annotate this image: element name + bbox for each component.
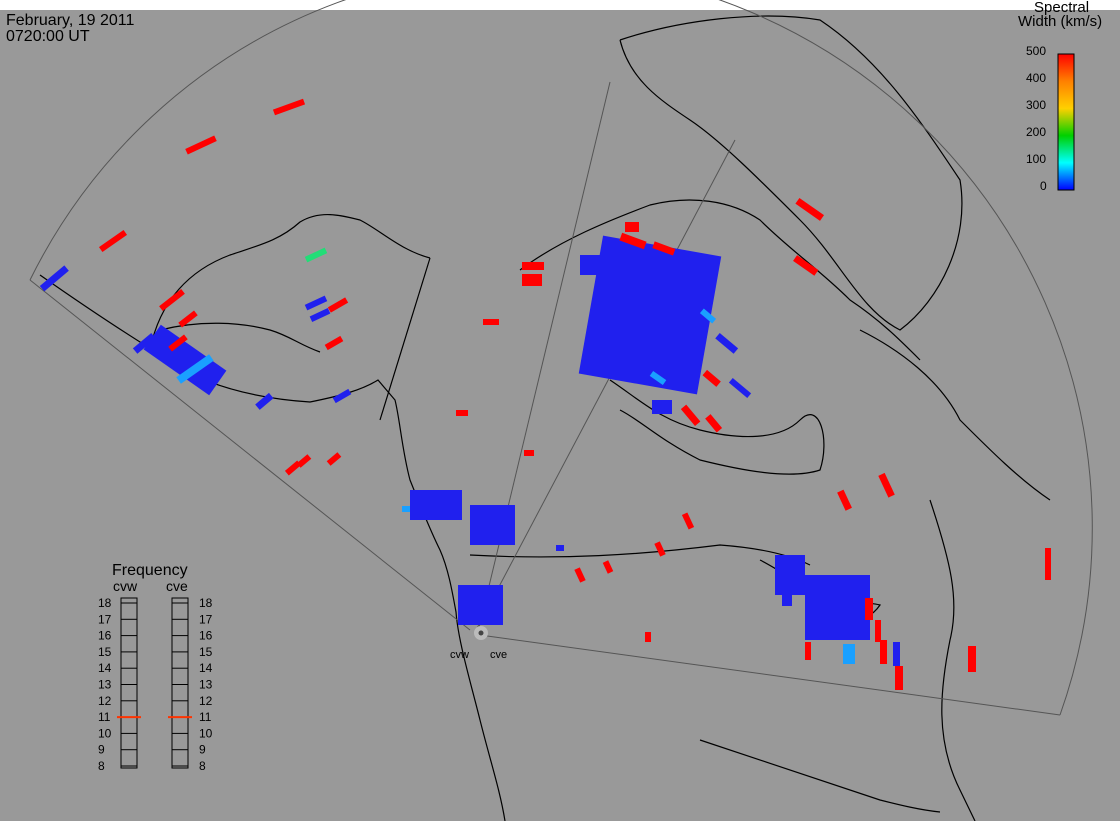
freq-scale-label-right: 17	[199, 612, 213, 626]
colorbar-title-1: Spectral	[1034, 0, 1089, 16]
echo-alaska-cyan	[176, 354, 214, 384]
fov-west-boundary	[29, 279, 471, 631]
freq-scale-label-left: 8	[98, 759, 105, 773]
echo-cluster-arctic	[578, 235, 722, 395]
gulf-coast	[699, 739, 941, 813]
red-echoes	[98, 98, 1051, 690]
radar-label-west: cvw	[450, 649, 469, 661]
freq-scale-label-right: 10	[199, 726, 213, 740]
radar-site: cvw cve	[450, 626, 507, 661]
cyan-echoes	[402, 308, 855, 664]
echo-blue-far-west	[39, 265, 69, 292]
fov-divider-1	[474, 139, 736, 633]
echo-cluster-alaska	[143, 324, 227, 396]
timestamp-header: February, 19 2011 0720:00 UT	[6, 12, 134, 45]
freq-scale-label-right: 11	[199, 710, 212, 724]
radar-label-east: cve	[490, 649, 507, 661]
hudson-bay	[609, 379, 825, 475]
freq-scale-label-left: 15	[98, 645, 112, 659]
freq-scale-label-left: 10	[98, 726, 112, 740]
date-label: February, 19 2011	[6, 12, 134, 29]
freq-scale-label-right: 12	[199, 694, 213, 708]
freq-scale-label-left: 16	[98, 629, 112, 643]
freq-scale-label-right: 14	[199, 661, 213, 675]
colorbar-gradient	[1057, 53, 1075, 191]
echo-cluster-lakes-main	[805, 575, 870, 640]
freq-scale-label-right: 9	[199, 743, 206, 757]
greenland	[619, 15, 963, 331]
freq-scale-labels: 18 18 17 17 16 16 15 15 14 14 13 13 12 12 11 11 10 10 9 9 8 8	[98, 596, 213, 773]
echo-cluster-pnw	[410, 490, 462, 520]
freq-column-cve	[171, 597, 189, 769]
fov-east-boundary	[479, 634, 1061, 716]
freq-ticks	[121, 602, 188, 767]
frequency-panel: Frequency cvw cve 18 18 17 17 16 16 15 15 14 14 13…	[98, 562, 213, 773]
coast-alaska-north	[149, 213, 431, 351]
echo-cluster-arctic-sub	[580, 255, 640, 275]
freq-scale-label-left: 11	[98, 710, 111, 724]
freq-scale-label-left: 18	[98, 596, 112, 610]
echo-green	[304, 247, 328, 263]
echo-cluster-pnw-2	[470, 505, 515, 545]
echo-cluster-lakes	[775, 555, 805, 595]
colorbar-tick-100: 100	[1026, 152, 1046, 166]
freq-scale-label-left: 14	[98, 661, 112, 675]
labrador	[859, 329, 1051, 501]
freq-scale-label-left: 17	[98, 612, 112, 626]
fov-outer-arc	[29, 0, 1093, 716]
colorbar-tick-0: 0	[1040, 179, 1047, 193]
colorbar-tick-500: 500	[1026, 44, 1046, 58]
freq-scale-label-left: 12	[98, 694, 112, 708]
freq-col-label-cvw: cvw	[113, 578, 138, 594]
freq-col-label-cve: cve	[166, 578, 188, 594]
frequency-title: Frequency	[112, 562, 188, 579]
scatter-echoes	[39, 98, 1051, 690]
colorbar-tick-200: 200	[1026, 125, 1046, 139]
border-alaska	[379, 257, 431, 421]
colorbar-tick-300: 300	[1026, 98, 1046, 112]
freq-scale-label-right: 16	[199, 629, 213, 643]
freq-scale-label-left: 9	[98, 743, 105, 757]
east-coast	[929, 499, 976, 821]
arctic-islands	[519, 199, 921, 361]
freq-scale-label-right: 15	[199, 645, 213, 659]
freq-scale-label-left: 13	[98, 678, 112, 692]
echo-cluster-radar-near	[458, 585, 503, 625]
freq-scale-label-right: 8	[199, 759, 206, 773]
freq-scale-label-right: 18	[199, 596, 213, 610]
blue-echoes	[132, 295, 900, 666]
colorbar-legend: Spectral Width (km/s) 500 400 300 200 10…	[1018, 0, 1102, 193]
radar-fov	[29, 0, 1093, 716]
freq-column-cvw	[120, 597, 138, 769]
colorbar-title-2: Width (km/s)	[1018, 13, 1102, 30]
border-canada-us	[469, 544, 811, 566]
colorbar-tick-400: 400	[1026, 71, 1046, 85]
coast-alaska-west	[159, 322, 321, 353]
time-label: 0720:00 UT	[6, 28, 90, 45]
freq-scale-label-right: 13	[199, 678, 213, 692]
map-background	[0, 10, 1120, 821]
